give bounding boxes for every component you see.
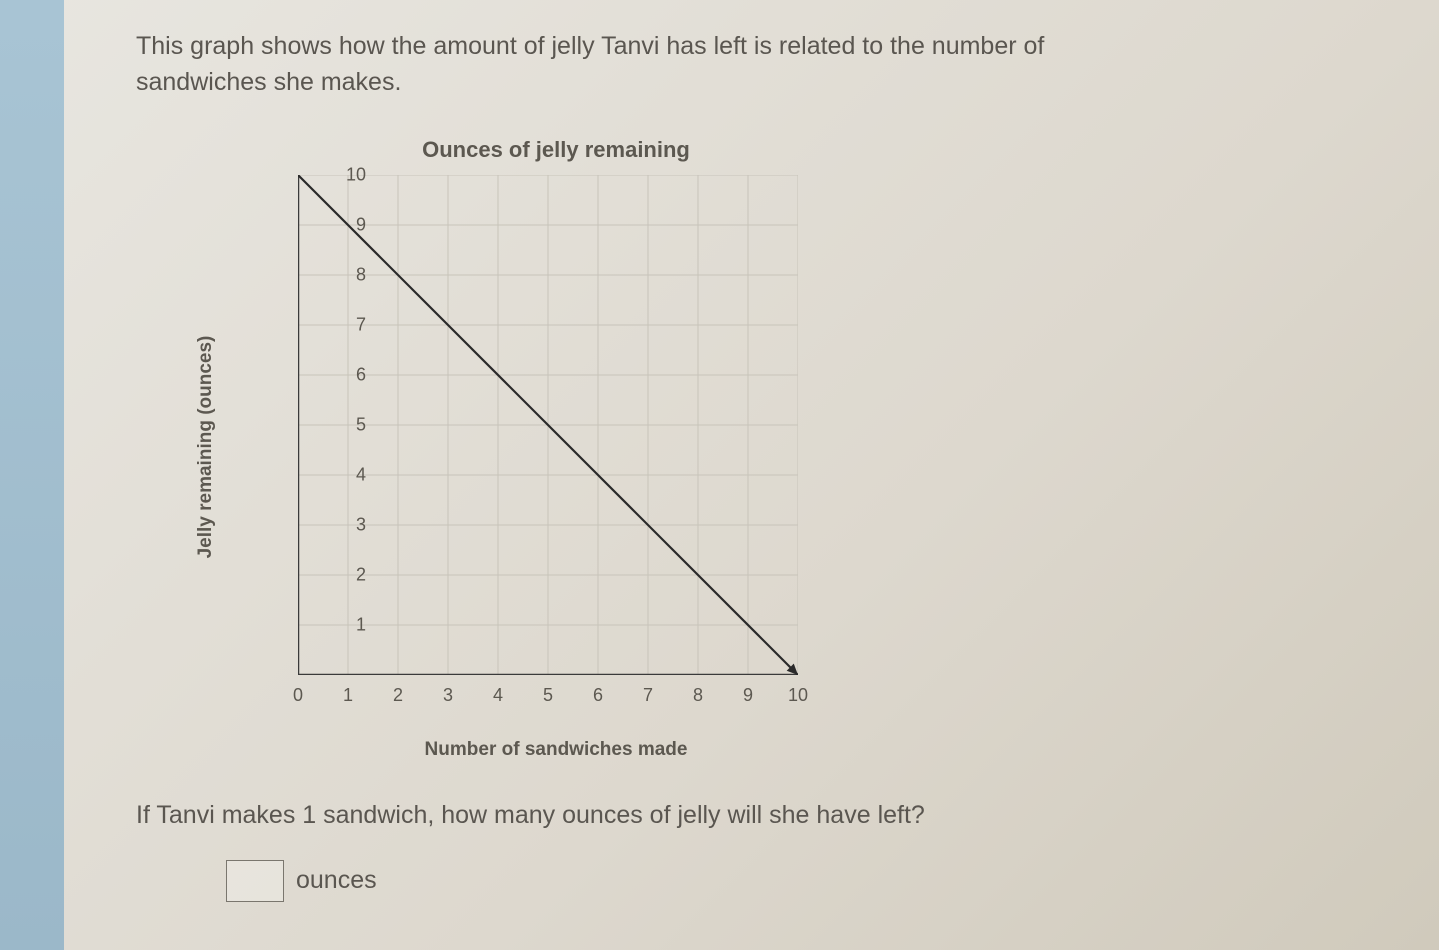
chart-plot	[298, 175, 798, 675]
x-tick-label: 0	[293, 685, 303, 706]
x-axis-label: Number of sandwiches made	[236, 739, 876, 761]
left-sidebar	[0, 0, 64, 950]
x-tick-label: 4	[493, 685, 503, 706]
x-tick-label: 9	[743, 685, 753, 706]
question-text: If Tanvi makes 1 sandwich, how many ounc…	[136, 801, 1367, 830]
chart-container: Ounces of jelly remaining Jelly remainin…	[236, 137, 876, 757]
y-tick-label: 8	[336, 264, 366, 285]
y-tick-label: 6	[336, 364, 366, 385]
x-tick-label: 10	[788, 685, 808, 706]
prompt-line-1: This graph shows how the amount of jelly…	[136, 32, 1044, 60]
x-tick-label: 3	[443, 685, 453, 706]
answer-row: ounces	[226, 860, 1367, 902]
x-tick-label: 6	[593, 685, 603, 706]
chart-title: Ounces of jelly remaining	[236, 137, 876, 163]
y-axis-label: Jelly remaining (ounces)	[195, 335, 217, 558]
y-tick-label: 10	[336, 164, 366, 185]
chart-svg	[298, 175, 798, 675]
y-tick-label: 5	[336, 414, 366, 435]
content-area: This graph shows how the amount of jelly…	[64, 0, 1439, 902]
y-tick-label: 7	[336, 314, 366, 335]
y-tick-label: 3	[336, 514, 366, 535]
problem-prompt: This graph shows how the amount of jelly…	[136, 28, 1367, 101]
answer-unit: ounces	[296, 866, 377, 895]
y-tick-label: 1	[336, 614, 366, 635]
prompt-line-2: sandwiches she makes.	[136, 68, 401, 96]
x-tick-label: 7	[643, 685, 653, 706]
x-tick-label: 1	[343, 685, 353, 706]
answer-input[interactable]	[226, 860, 284, 902]
x-tick-label: 8	[693, 685, 703, 706]
x-tick-label: 2	[393, 685, 403, 706]
y-tick-label: 9	[336, 214, 366, 235]
x-tick-label: 5	[543, 685, 553, 706]
y-tick-label: 2	[336, 564, 366, 585]
y-tick-label: 4	[336, 464, 366, 485]
